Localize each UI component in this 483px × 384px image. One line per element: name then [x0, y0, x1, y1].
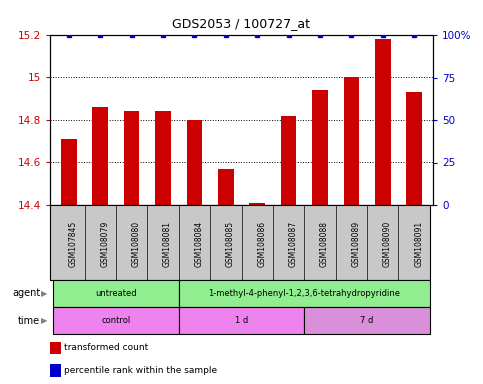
Text: ▶: ▶ [41, 289, 48, 298]
Text: percentile rank within the sample: percentile rank within the sample [65, 366, 218, 375]
Bar [61, 139, 77, 205]
Text: ▶: ▶ [41, 316, 48, 325]
Text: GSM108086: GSM108086 [257, 221, 266, 267]
Text: GSM108081: GSM108081 [163, 221, 172, 267]
Text: control: control [101, 316, 130, 325]
Text: 1-methyl-4-phenyl-1,2,3,6-tetrahydropyridine: 1-methyl-4-phenyl-1,2,3,6-tetrahydropyri… [208, 289, 400, 298]
Text: GSM108085: GSM108085 [226, 221, 235, 267]
Text: GSM108090: GSM108090 [383, 221, 392, 267]
Text: untreated: untreated [95, 289, 137, 298]
Bar [179, 307, 304, 334]
Bar [343, 78, 359, 205]
Text: GSM108084: GSM108084 [195, 221, 203, 267]
Text: 1 d: 1 d [235, 316, 248, 325]
Bar [53, 307, 179, 334]
Bar [155, 111, 171, 205]
Text: GSM108091: GSM108091 [414, 221, 423, 267]
Text: time: time [18, 316, 41, 326]
Bar [92, 107, 108, 205]
Text: agent: agent [12, 288, 41, 298]
Bar [50, 341, 61, 354]
Text: GDS2053 / 100727_at: GDS2053 / 100727_at [172, 17, 311, 30]
Text: transformed count: transformed count [65, 344, 149, 353]
Text: GSM108089: GSM108089 [351, 221, 360, 267]
Text: GSM108088: GSM108088 [320, 221, 329, 267]
Bar [249, 203, 265, 205]
Bar [179, 280, 430, 307]
Bar [375, 39, 391, 205]
Text: GSM108079: GSM108079 [100, 221, 109, 267]
Bar [406, 93, 422, 205]
Bar [304, 307, 430, 334]
Bar [281, 116, 297, 205]
Text: GSM108087: GSM108087 [288, 221, 298, 267]
Bar [218, 169, 234, 205]
Text: 7 d: 7 d [360, 316, 374, 325]
Text: GSM108080: GSM108080 [132, 221, 141, 267]
Bar [53, 280, 179, 307]
Bar [124, 111, 140, 205]
Text: GSM107845: GSM107845 [69, 221, 78, 267]
Bar [312, 90, 328, 205]
Bar [50, 364, 61, 376]
Bar [186, 120, 202, 205]
